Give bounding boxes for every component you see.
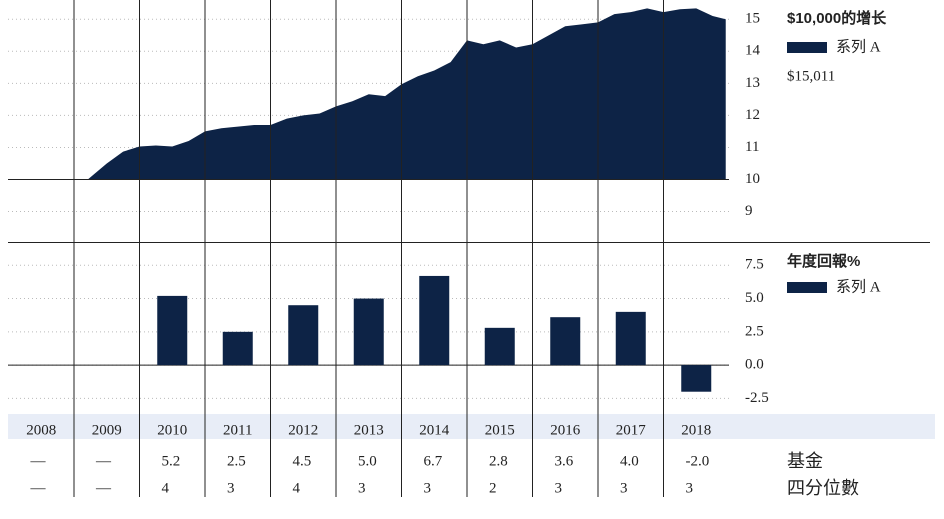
table-cell: — <box>30 480 47 496</box>
chart-title: $10,000的增长 <box>787 9 887 27</box>
table-cell: 3 <box>620 480 628 496</box>
x-tick-label: 2010 <box>157 422 187 438</box>
table-cell: 5.0 <box>358 453 377 469</box>
bar <box>353 298 384 366</box>
bar <box>484 327 515 366</box>
bar <box>222 331 253 366</box>
table-cell: 6.7 <box>424 453 443 469</box>
y-tick-label: 9 <box>745 203 753 219</box>
legend-label: 系列 A <box>836 278 881 295</box>
x-tick-label: 2008 <box>26 422 56 438</box>
table-cell: — <box>30 453 47 469</box>
table-cell: -2.0 <box>686 453 710 469</box>
bar <box>419 275 450 366</box>
y-tick-label: 10 <box>745 171 760 187</box>
x-tick-label: 2018 <box>681 422 711 438</box>
table-cell: 3 <box>358 480 366 496</box>
table-cell: 5.2 <box>162 453 181 469</box>
y-tick-label: 0.0 <box>745 357 764 373</box>
area <box>87 8 726 180</box>
table-cell: — <box>95 480 112 496</box>
table-cell: 3 <box>424 480 432 496</box>
y-tick-label: 14 <box>745 43 761 59</box>
y-tick-label: 15 <box>745 11 760 27</box>
year-strip <box>8 414 935 439</box>
y-tick-label: 13 <box>745 75 760 91</box>
table-cell: 4 <box>162 480 170 496</box>
x-tick-label: 2014 <box>419 422 450 438</box>
table-cell: 4 <box>293 480 301 496</box>
bar <box>615 311 646 366</box>
x-tick-label: 2017 <box>616 422 647 438</box>
table-cell: 2 <box>489 480 497 496</box>
x-tick-label: 2015 <box>485 422 515 438</box>
table-cell: 3 <box>686 480 694 496</box>
y-tick-label: 12 <box>745 107 760 123</box>
row-label: 四分位數 <box>787 478 859 499</box>
row-label: 基金 <box>787 451 823 472</box>
legend-swatch <box>787 42 827 53</box>
x-tick-label: 2016 <box>550 422 581 438</box>
bar <box>550 317 581 366</box>
bar <box>288 305 319 366</box>
x-tick-label: 2009 <box>92 422 122 438</box>
y-tick-label: -2.5 <box>745 390 769 406</box>
table-cell: — <box>95 453 112 469</box>
legend-swatch <box>787 282 827 293</box>
x-tick-label: 2013 <box>354 422 384 438</box>
y-tick-label: 5.0 <box>745 290 764 306</box>
legend-label: 系列 A <box>836 38 881 55</box>
table-cell: 4.5 <box>293 453 312 469</box>
end-label: $15,011 <box>787 68 835 84</box>
table-cell: 2.5 <box>227 453 246 469</box>
y-tick-label: 7.5 <box>745 257 764 273</box>
table-cell: 2.8 <box>489 453 508 469</box>
table-cell: 3 <box>227 480 235 496</box>
table-cell: 3.6 <box>555 453 574 469</box>
table-cell: 4.0 <box>620 453 639 469</box>
bar <box>157 295 188 366</box>
x-tick-label: 2012 <box>288 422 318 438</box>
y-tick-label: 11 <box>745 139 759 155</box>
bar <box>681 365 712 392</box>
y-tick-label: 2.5 <box>745 323 764 339</box>
x-tick-label: 2011 <box>223 422 252 438</box>
table-cell: 3 <box>555 480 563 496</box>
chart-title: 年度回報% <box>787 252 860 270</box>
